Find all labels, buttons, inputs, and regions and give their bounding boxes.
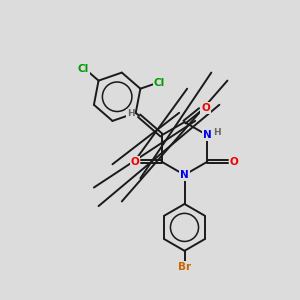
Text: H: H — [127, 110, 134, 118]
Text: N: N — [180, 170, 189, 180]
Text: Cl: Cl — [154, 78, 165, 88]
Text: N: N — [203, 130, 212, 140]
Text: Cl: Cl — [78, 64, 89, 74]
Text: H: H — [213, 128, 221, 137]
Text: Br: Br — [178, 262, 191, 272]
Text: O: O — [201, 103, 210, 113]
Text: O: O — [131, 157, 140, 167]
Text: O: O — [230, 157, 238, 167]
